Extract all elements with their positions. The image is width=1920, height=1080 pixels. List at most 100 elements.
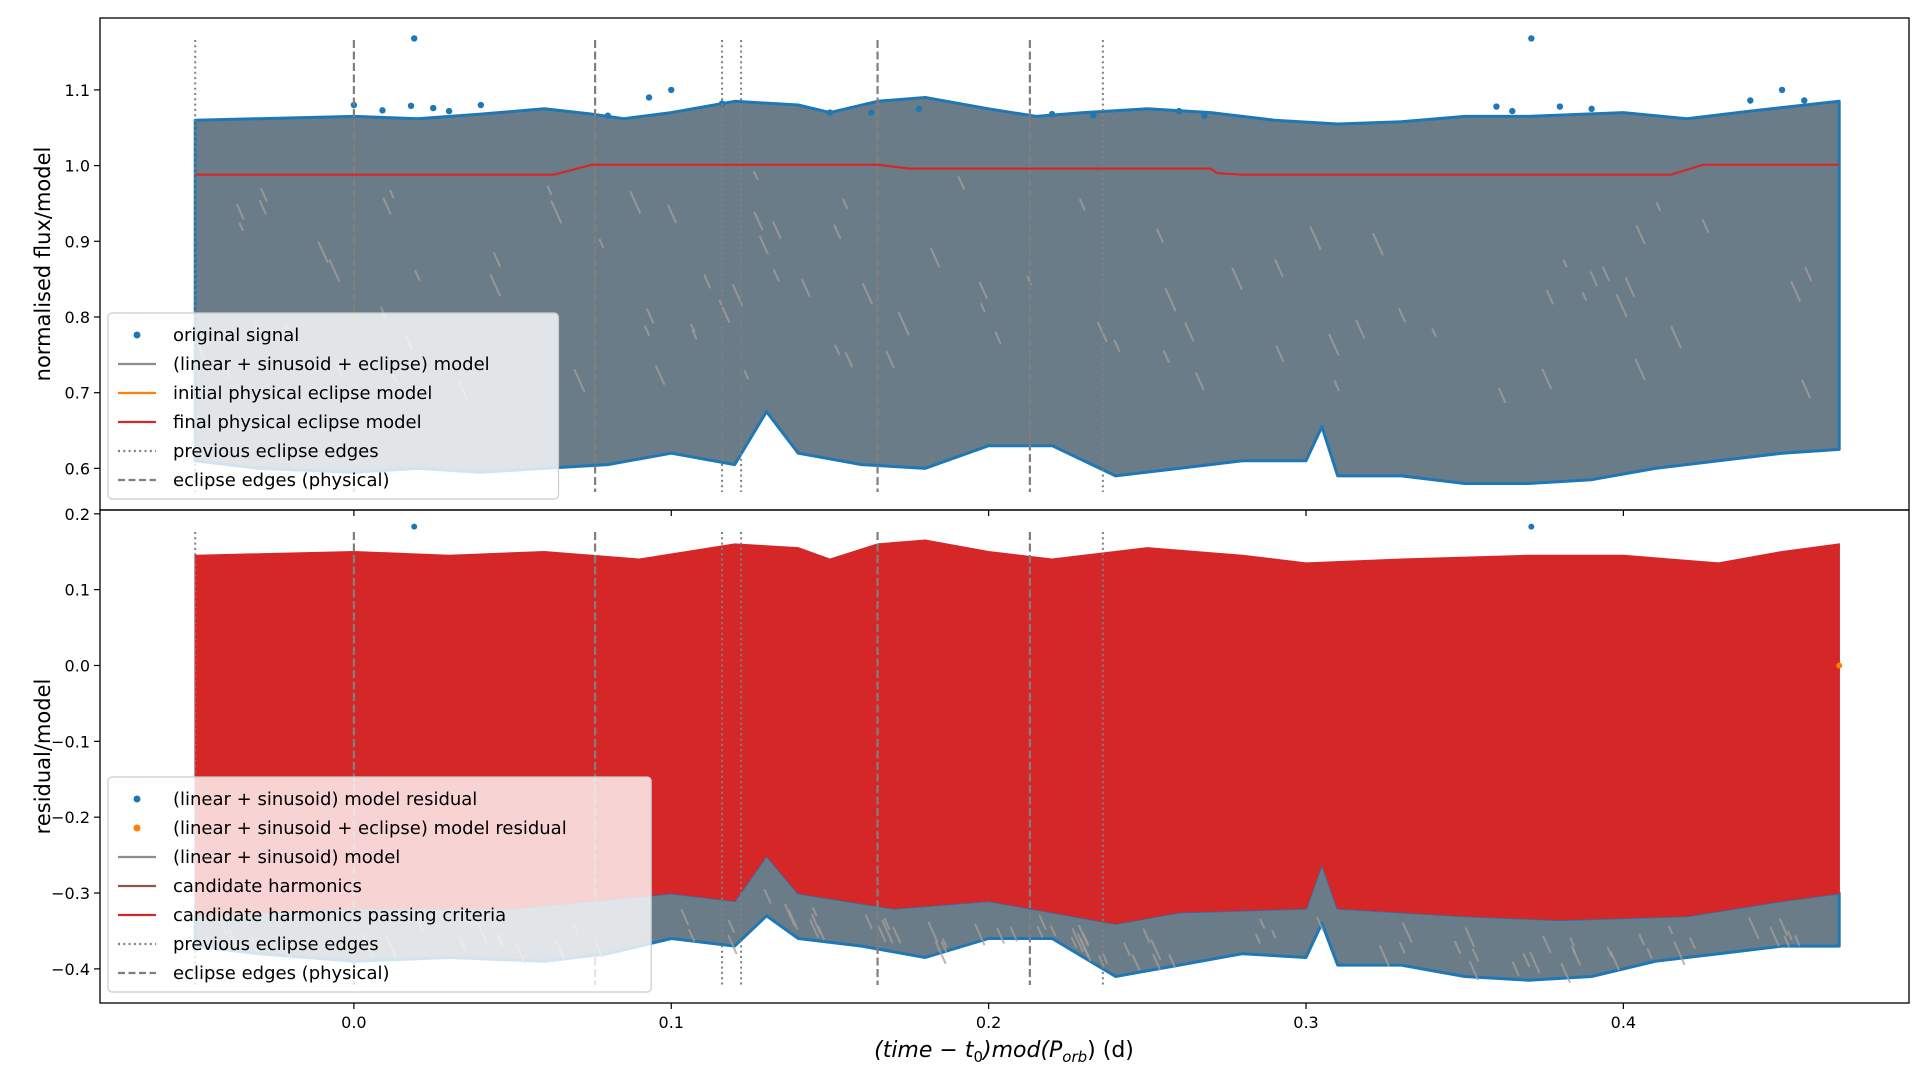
texture-mark [1624,277,1635,298]
texture-mark [1606,946,1613,958]
texture-mark [646,308,655,324]
texture-mark [1701,218,1710,233]
texture-mark [1082,932,1090,946]
texture-mark [629,191,641,214]
texture-mark [317,241,329,263]
texture-mark [994,331,1002,345]
bottom-legend-box [107,776,652,993]
bottom-legend-label: candidate harmonics [173,876,362,897]
original-signal-point [915,105,923,113]
texture-mark [1398,308,1406,323]
texture-mark [1529,951,1541,974]
top-legend-box [107,312,560,500]
texture-mark [1668,925,1674,935]
original-signal-point [1493,103,1500,110]
texture-mark [1399,942,1406,954]
original-signal-point [1588,105,1595,113]
texture-mark [974,923,986,946]
top-y-axis-label: normalised flux/model [31,147,55,382]
texture-mark [718,299,731,323]
top-y-tick-label: 1.1 [65,81,90,100]
texture-mark [834,344,841,356]
texture-mark [934,940,947,964]
original-signal-band [193,96,1841,485]
original-signal-point [1509,107,1516,115]
texture-mark [801,278,811,297]
texture-mark [389,189,395,199]
texture-mark [1689,936,1696,950]
texture-mark [753,211,764,231]
texture-mark [1150,939,1162,961]
bottom-y-tick-label: −0.3 [51,884,90,903]
texture-mark [493,251,501,268]
texture-mark [1801,379,1811,399]
texture-mark [883,917,891,931]
texture-mark [927,921,939,943]
texture-mark [1231,267,1243,290]
top-legend-label: previous eclipse edges [173,441,379,462]
texture-mark [1309,226,1322,250]
texture-mark [1184,322,1195,342]
texture-mark [1787,930,1793,941]
original-signal-point [1747,97,1754,104]
texture-mark [1402,922,1413,943]
texture-mark [1102,953,1108,964]
texture-mark [1328,333,1340,356]
texture-mark [1589,271,1598,287]
bottom-x-tick-label: 0.2 [976,1013,1001,1032]
original-signal-point [1201,112,1208,119]
top-y-tick-label: 1.0 [65,157,90,176]
texture-mark [1673,941,1686,966]
texture-mark [1162,349,1170,363]
texture-mark [1748,917,1760,940]
texture-mark [1131,954,1141,971]
texture-mark [772,269,780,282]
texture-mark [1615,294,1628,318]
texture-mark [1634,358,1646,381]
bottom-x-tick-label: 0.0 [341,1013,366,1032]
texture-mark [1522,953,1531,968]
texture-mark [598,238,605,249]
texture-mark [1142,928,1151,944]
bottom-legend-label: previous eclipse edges [173,934,379,955]
texture-mark [1779,918,1789,936]
texture-mark [862,282,873,305]
texture-mark [1541,368,1552,390]
texture-mark [885,351,895,369]
texture-mark [1195,372,1205,391]
texture-mark [743,370,750,380]
top-legend-swatch-dot [133,331,141,339]
texture-mark [877,925,887,943]
texture-mark [1079,938,1092,962]
bottom-y-tick-label: 0.0 [65,656,90,675]
original-signal-point [1528,35,1535,42]
bottom-axes-frame [99,509,1910,1004]
texture-mark [259,200,267,215]
texture-mark [1783,935,1790,948]
texture-mark [763,889,772,904]
texture-mark [1372,232,1384,256]
texture-mark [1009,926,1018,942]
original-signal-point [1801,97,1808,104]
bottom-y-tick-label: 0.2 [65,505,90,524]
texture-mark [811,914,822,935]
texture-mark [784,903,796,927]
texture-mark [1546,289,1554,305]
bottom-y-tick-label: −0.4 [51,960,90,979]
model-residual-point [1528,523,1535,530]
top-y-tick-label: 0.8 [65,308,90,327]
texture-mark [809,919,819,938]
texture-mark [1316,916,1324,932]
texture-mark [1156,228,1164,243]
texture-mark [940,941,948,953]
bottom-y-tick-label: −0.2 [51,808,90,827]
texture-mark [957,176,965,190]
bottom-legend-swatch-dot [133,795,141,803]
original-signal-point [1175,107,1183,115]
top-legend-label: final physical eclipse model [173,412,422,433]
top-legend-label: (linear + sinusoid + eclipse) model [173,354,490,375]
texture-mark [1471,948,1480,962]
texture-mark [328,259,341,282]
texture-mark [727,919,735,933]
